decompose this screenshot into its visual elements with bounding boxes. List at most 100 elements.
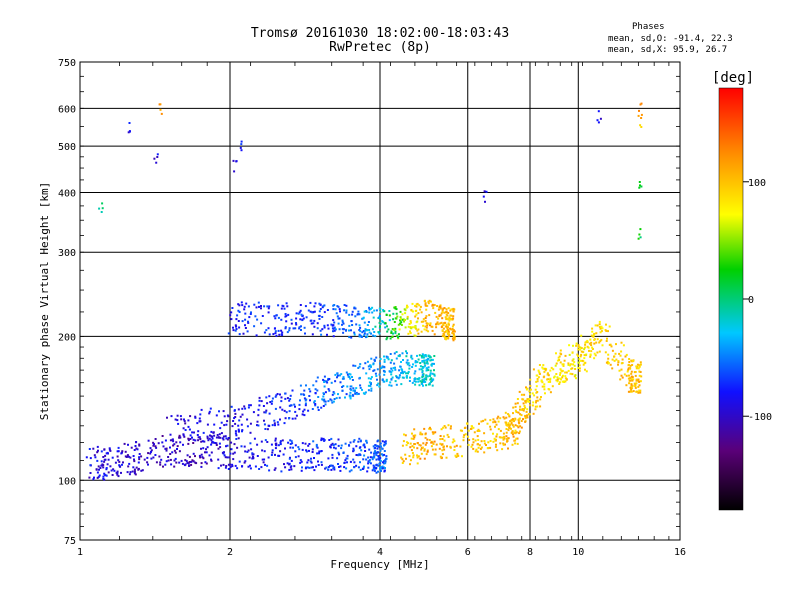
data-point <box>302 317 305 320</box>
data-point <box>433 431 435 434</box>
data-point <box>160 112 163 115</box>
data-point <box>205 448 207 451</box>
data-point <box>234 464 237 467</box>
data-point <box>361 388 363 391</box>
data-point <box>591 327 594 330</box>
data-point <box>629 379 632 382</box>
data-point <box>442 426 445 429</box>
data-point <box>438 305 441 308</box>
data-point <box>301 442 304 445</box>
data-point <box>591 330 594 333</box>
data-point <box>337 438 340 441</box>
data-point <box>117 475 120 478</box>
data-point <box>260 466 263 469</box>
data-point <box>443 425 446 427</box>
data-point <box>445 456 448 459</box>
data-point <box>234 430 237 433</box>
data-point <box>238 304 241 307</box>
data-point <box>446 445 448 448</box>
data-point <box>398 374 401 377</box>
data-point <box>275 334 278 337</box>
data-point <box>439 314 442 317</box>
data-point <box>425 369 428 372</box>
data-point <box>96 445 99 448</box>
data-point <box>173 443 176 446</box>
data-point <box>594 324 597 327</box>
data-point <box>304 402 307 405</box>
data-point <box>508 414 511 417</box>
data-point <box>311 333 314 336</box>
data-point <box>322 395 325 398</box>
data-point <box>639 184 641 187</box>
y-tick-label: 200 <box>58 332 76 343</box>
data-point <box>107 458 110 461</box>
data-point <box>263 419 265 422</box>
data-point <box>608 325 611 328</box>
data-point <box>569 363 572 366</box>
data-point <box>432 378 435 381</box>
data-point <box>236 314 239 317</box>
data-point <box>406 317 409 320</box>
data-point <box>432 443 435 445</box>
data-point <box>172 444 175 447</box>
data-point <box>384 460 387 463</box>
data-point <box>233 443 236 446</box>
data-point <box>385 314 388 316</box>
data-point <box>277 444 280 447</box>
data-point <box>238 326 241 329</box>
data-point <box>446 433 449 436</box>
data-point <box>585 370 588 373</box>
data-point <box>302 393 305 396</box>
data-point <box>323 375 326 378</box>
data-point <box>621 362 624 364</box>
data-point <box>385 380 388 383</box>
data-point <box>161 441 164 444</box>
data-point <box>190 460 193 463</box>
data-point <box>359 330 362 333</box>
data-point <box>607 362 610 364</box>
data-point <box>594 354 597 357</box>
data-point <box>375 471 378 474</box>
data-point <box>383 460 385 463</box>
data-point <box>371 328 374 331</box>
data-point <box>523 404 526 407</box>
data-point <box>411 357 414 360</box>
data-point <box>501 448 504 451</box>
data-point <box>495 435 498 438</box>
data-point <box>194 415 197 418</box>
data-point <box>298 408 301 411</box>
data-point <box>512 418 514 421</box>
data-point <box>375 451 378 454</box>
data-point <box>476 430 479 432</box>
data-point <box>366 360 369 363</box>
data-point <box>431 303 434 306</box>
data-point <box>262 405 265 407</box>
data-point <box>430 441 433 444</box>
data-point <box>202 431 205 434</box>
data-point <box>425 308 428 311</box>
data-point <box>119 465 122 468</box>
data-point <box>88 476 91 479</box>
data-point <box>337 305 340 308</box>
data-point <box>403 308 406 311</box>
data-point <box>342 376 345 379</box>
data-point <box>502 432 505 435</box>
data-point <box>326 333 328 336</box>
data-point <box>301 413 304 416</box>
data-point <box>450 425 452 428</box>
data-point <box>383 355 385 358</box>
data-point <box>280 307 283 310</box>
data-point <box>225 445 227 448</box>
data-point <box>421 380 424 383</box>
data-point <box>406 304 408 307</box>
data-point <box>558 383 561 385</box>
data-point <box>541 385 544 388</box>
data-point <box>579 359 582 362</box>
data-point <box>377 464 380 467</box>
data-point <box>417 328 420 331</box>
data-point <box>503 437 506 440</box>
data-point <box>383 358 386 361</box>
data-point <box>348 444 351 447</box>
data-point <box>525 410 528 413</box>
data-point <box>165 449 168 452</box>
